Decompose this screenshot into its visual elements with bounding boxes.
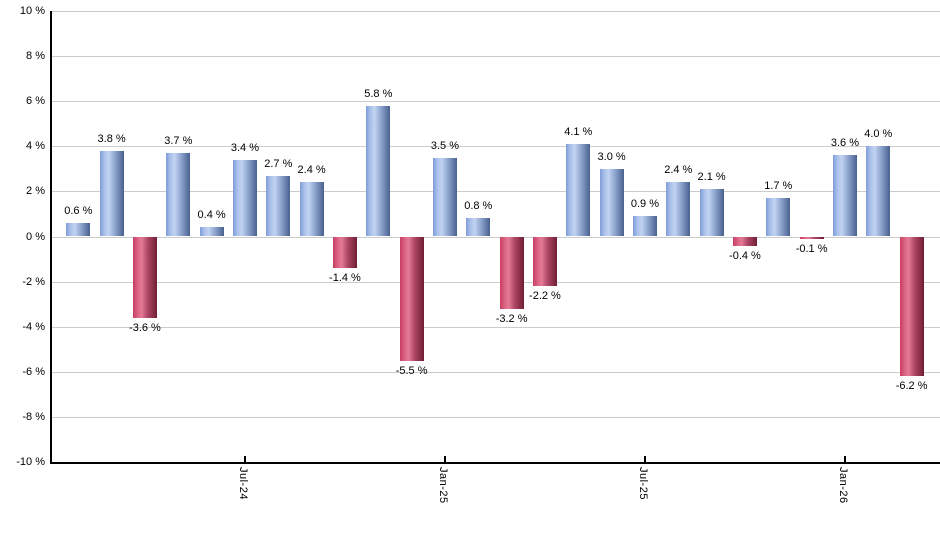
value-label-Jun-24: 0.4 % <box>197 209 226 222</box>
bar-Nov-25 <box>766 198 791 237</box>
value-label-Jan-26: 3.6 % <box>830 137 860 150</box>
bar-Mar-25 <box>499 236 524 309</box>
value-label-Mar-24: 3.8 % <box>97 132 126 145</box>
gridline--4pct <box>51 326 940 328</box>
bar-Nov-24 <box>366 105 391 237</box>
bar-Oct-24 <box>332 236 357 269</box>
y-axis-tick-label: -4 % <box>22 320 45 333</box>
gridline--6pct <box>51 371 940 373</box>
value-label-May-25: 4.1 % <box>564 126 593 139</box>
value-label-Nov-24: 5.8 % <box>364 87 393 100</box>
gridline--8pct <box>51 416 940 418</box>
gridline-10pct <box>51 11 940 12</box>
y-axis-tick-label: 6 % <box>26 95 45 108</box>
value-label-Jun-25: 3.0 % <box>597 150 626 163</box>
bar-Feb-24 <box>66 222 91 237</box>
gridline-0pct <box>51 236 940 238</box>
bar-Apr-24 <box>132 236 157 318</box>
value-label-Dec-25: -0.1 % <box>795 242 828 255</box>
bar-Dec-24 <box>399 236 424 361</box>
x-axis-tick-label-Jan-25: Jan-25 <box>436 467 449 504</box>
value-label-Sep-24: 2.4 % <box>297 164 326 177</box>
bar-Jun-25 <box>599 168 624 237</box>
gridline-8pct <box>51 56 940 58</box>
x-axis-tick-Jul-25 <box>644 456 646 462</box>
value-label-Feb-25: 0.8 % <box>464 200 493 213</box>
bar-Jul-24 <box>232 159 257 237</box>
value-label-Feb-24: 0.6 % <box>64 204 93 217</box>
bar-Mar-26 <box>899 236 924 377</box>
value-label-May-24: 3.7 % <box>164 135 193 148</box>
bar-Dec-25 <box>799 236 824 239</box>
bar-Apr-25 <box>532 236 557 287</box>
x-axis-line <box>49 461 940 464</box>
value-label-Jul-25: 0.9 % <box>630 198 660 211</box>
y-axis-tick-label: -8 % <box>22 410 45 423</box>
x-axis-tick-label-Jul-25: Jul-25 <box>636 467 649 500</box>
bar-Feb-25 <box>466 218 491 237</box>
gridline-4pct <box>51 146 940 148</box>
gridline--2pct <box>51 281 940 283</box>
value-label-Dec-24: -5.5 % <box>395 364 428 377</box>
bar-Jun-24 <box>199 227 224 237</box>
value-label-Feb-26: 4.0 % <box>864 128 893 141</box>
value-label-Mar-25: -3.2 % <box>495 312 528 325</box>
bar-Jan-25 <box>432 157 457 237</box>
value-label-Oct-25: -0.4 % <box>729 249 761 262</box>
gridline-2pct <box>51 191 940 193</box>
bar-Jan-26 <box>832 155 857 237</box>
bar-Mar-24 <box>99 150 124 237</box>
x-axis-tick-label-Jan-26: Jan-26 <box>836 467 849 504</box>
gridline-6pct <box>51 101 940 103</box>
value-label-Apr-25: -2.2 % <box>529 290 561 303</box>
bar-May-25 <box>566 144 591 237</box>
bar-Aug-25 <box>666 182 691 237</box>
value-label-Nov-25: 1.7 % <box>764 180 793 193</box>
bar-Sep-24 <box>299 182 324 237</box>
value-label-Aug-25: 2.4 % <box>664 164 693 177</box>
y-axis-line <box>49 11 52 463</box>
x-axis-tick-label-Jul-24: Jul-24 <box>236 467 249 500</box>
y-axis-tick-label: 8 % <box>26 50 45 63</box>
y-axis-tick-label: 10 % <box>19 5 45 17</box>
y-axis-tick-label: 0 % <box>26 230 45 243</box>
y-axis-tick-label: -2 % <box>22 275 45 288</box>
value-label-Apr-24: -3.6 % <box>129 321 161 334</box>
x-axis-tick-Jan-25 <box>444 456 446 462</box>
value-label-Jan-25: 3.5 % <box>430 139 460 152</box>
y-axis-tick-label: -6 % <box>22 365 45 378</box>
y-axis-tick-label: 2 % <box>26 185 45 198</box>
value-label-Jul-24: 3.4 % <box>230 141 260 154</box>
value-label-Oct-24: -1.4 % <box>329 272 361 285</box>
value-label-Mar-26: -6.2 % <box>895 380 928 393</box>
value-label-Sep-25: 2.1 % <box>697 171 726 184</box>
y-axis-tick-label: -10 % <box>16 456 45 468</box>
bar-Aug-24 <box>266 175 291 237</box>
x-axis-tick-Jul-24 <box>244 456 246 462</box>
bar-May-24 <box>166 153 191 237</box>
bar-Oct-25 <box>732 236 757 246</box>
value-label-Aug-24: 2.7 % <box>264 157 293 170</box>
x-axis-tick-Jan-26 <box>844 456 846 462</box>
bar-Feb-26 <box>866 146 891 237</box>
bar-Sep-25 <box>699 189 724 237</box>
y-axis-tick-label: 4 % <box>26 140 45 153</box>
bar-Jul-25 <box>632 216 657 237</box>
